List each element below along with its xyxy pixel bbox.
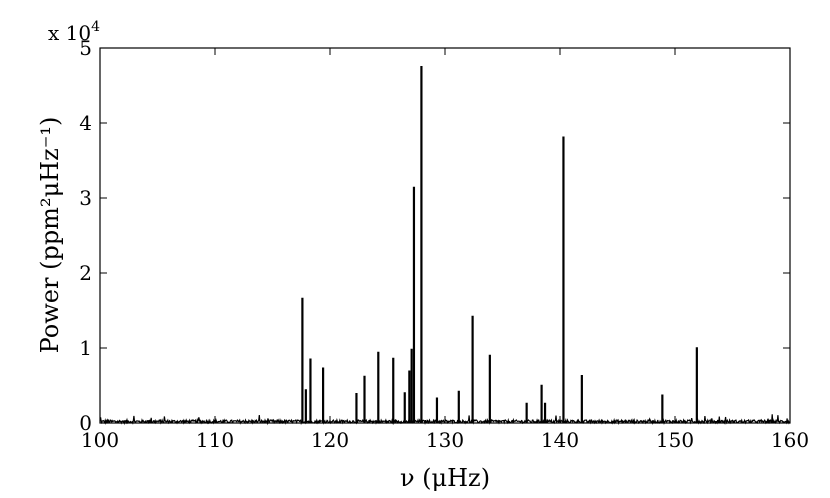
x-tick-label: 100 — [81, 428, 119, 452]
x-tick-label: 120 — [311, 428, 349, 452]
y-scale-base: x 10 — [48, 21, 91, 45]
y-tick-label: 5 — [79, 36, 92, 60]
y-tick-label: 1 — [79, 336, 92, 360]
y-tick-label: 2 — [79, 261, 92, 285]
y-tick-label: 0 — [79, 411, 92, 435]
y-axis-label: Power (ppm²μHz⁻¹) — [36, 117, 64, 354]
plot-background — [100, 48, 790, 423]
y-scale-label: x 104 — [48, 19, 100, 45]
ticks-layer: 100 110 120 130 140 150 160 0 1 2 3 4 5 — [79, 36, 809, 452]
x-tick-label: 140 — [541, 428, 579, 452]
x-tick-label: 160 — [771, 428, 809, 452]
x-tick-label: 110 — [196, 428, 234, 452]
x-tick-label: 150 — [656, 428, 694, 452]
x-axis-label: ν (μHz) — [400, 464, 490, 492]
y-scale-exponent: 4 — [91, 19, 100, 35]
spectrum-layer — [99, 66, 790, 426]
x-tick-label: 130 — [426, 428, 464, 452]
y-tick-label: 4 — [79, 111, 92, 135]
y-tick-label: 3 — [79, 186, 92, 210]
